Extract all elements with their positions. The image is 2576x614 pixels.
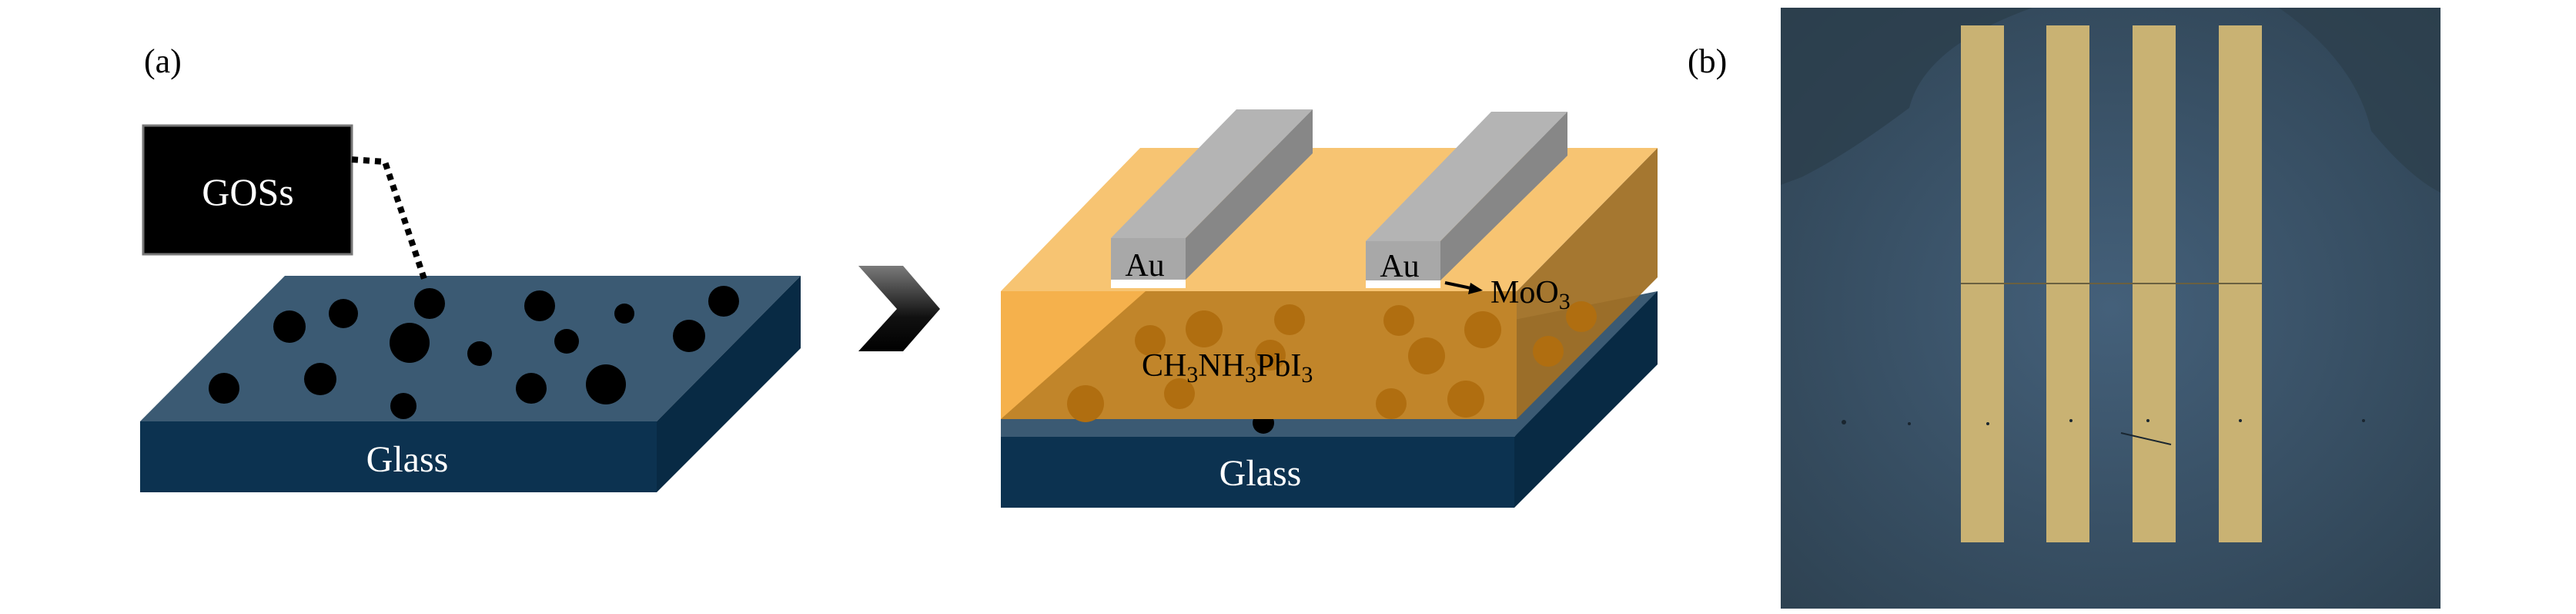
perovskite-grains [1067, 301, 1597, 422]
formula-subscript: 3 [1186, 362, 1198, 388]
gos-dot [516, 373, 547, 404]
gos-box-label: GOSs [202, 170, 293, 213]
gos-box [142, 124, 353, 256]
perovskite-grain [1164, 378, 1195, 409]
perovskite-grain [1408, 337, 1445, 374]
gos-dot [390, 323, 430, 363]
gos-dot [329, 299, 358, 328]
formula-part: CH [1142, 348, 1186, 384]
defect-dot [1908, 422, 1911, 425]
moo3-base: MoO [1490, 275, 1559, 310]
gos-dot [414, 288, 445, 319]
perovskite-grain [1135, 325, 1166, 356]
callout-dotted-line [351, 156, 429, 285]
au-label-2: Au [1380, 249, 1419, 284]
chevron-right-icon [858, 266, 940, 351]
electrode-front-face [1366, 241, 1440, 280]
device-stack: CH3NH3PbI3 Au Au MoO3 Glass [1001, 109, 1658, 508]
gos-dot [614, 304, 634, 324]
scratch [2120, 432, 2172, 445]
perovskite-grain [1447, 381, 1484, 418]
defect-dot [1842, 420, 1846, 424]
formula-part: PbI [1256, 348, 1301, 384]
perovskite-grain [1376, 388, 1407, 419]
moo3-layer [1111, 280, 1186, 288]
gos-dot [673, 320, 705, 352]
moo3-arrow [1444, 281, 1475, 290]
electrode-front-face [1111, 238, 1186, 280]
electrode-top-face [1111, 109, 1313, 238]
perovskite-grain [1533, 336, 1564, 367]
device-glass-side-face [1514, 291, 1658, 508]
gos-dot [273, 310, 306, 343]
photo-dark-corner [2279, 8, 2441, 193]
glass-label: Glass [366, 439, 449, 480]
photo-dark-corner [1781, 8, 2032, 185]
gos-dot [467, 341, 492, 366]
glass-front-face [140, 421, 657, 492]
perovskite-grain [1274, 304, 1305, 335]
gos-substrate: Glass [140, 276, 801, 492]
au-electrode-2: Au [1366, 112, 1567, 288]
panel-a-label: (a) [144, 42, 182, 80]
formula-subscript: 3 [1301, 362, 1313, 388]
moo3-sub: 3 [1559, 289, 1571, 314]
defect-dot [2146, 419, 2149, 422]
defect-dot [1986, 422, 1989, 425]
perovskite-grain [1383, 305, 1414, 336]
perovskite-grain [1067, 385, 1104, 422]
formula-subscript: 3 [1245, 362, 1256, 388]
perovskite-grain [1464, 311, 1501, 348]
gos-dot [304, 363, 336, 395]
gos-dots [209, 286, 739, 419]
gos-callout: GOSs [142, 124, 429, 285]
perovskite-grain [1255, 340, 1286, 371]
gos-dot [209, 373, 239, 404]
moo3-label: MoO3 [1490, 275, 1571, 314]
moo3-layer [1366, 280, 1440, 288]
defect-dot [2069, 419, 2073, 422]
arrow-head-icon [1468, 283, 1483, 294]
device-photo [1781, 8, 2441, 609]
electrode-top-face [1366, 112, 1567, 241]
gos-dot [524, 290, 555, 321]
perovskite-label: CH3NH3PbI3 [1142, 348, 1313, 388]
device-glass-front-face [1001, 437, 1514, 508]
gos-dot [390, 393, 417, 419]
formula-part: NH [1198, 348, 1245, 384]
defect-dot [2239, 419, 2242, 422]
dot-row [1842, 419, 2365, 445]
au-electrode-1: Au [1111, 109, 1313, 288]
glass-side-face [657, 276, 801, 492]
gos-dot [554, 329, 579, 354]
perovskite-grain [1186, 310, 1223, 347]
gos-dot [708, 286, 739, 317]
perovskite-grain [1566, 301, 1597, 332]
defect-dot [2362, 419, 2365, 422]
electrode-side-face [1440, 112, 1567, 280]
gos-dot [586, 364, 626, 404]
device-glass-label: Glass [1219, 453, 1302, 494]
panel-b-label: (b) [1688, 42, 1727, 80]
au-label-1: Au [1125, 248, 1164, 284]
electrode-side-face [1186, 109, 1313, 280]
